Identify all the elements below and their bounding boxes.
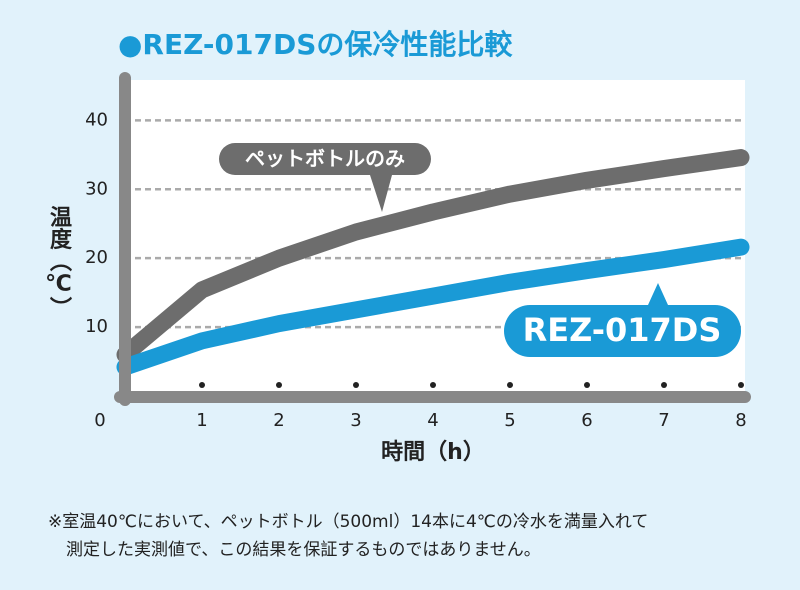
series-label: ペットボトルのみ: [245, 147, 405, 171]
y-tick-label: 10: [85, 316, 108, 337]
x-tick-label: 7: [658, 410, 669, 431]
x-tick-label: 8: [735, 410, 746, 431]
x-tick-label: 2: [273, 410, 284, 431]
series-label: REZ-017DS: [523, 311, 722, 349]
y-tick-label: 30: [85, 178, 108, 199]
y-tick-label: 20: [85, 247, 108, 268]
x-tick-mark: [199, 382, 205, 388]
x-tick-label: 0: [94, 410, 105, 431]
y-axis-label: 温度（℃）: [45, 206, 72, 319]
x-tick-mark: [507, 382, 513, 388]
callout-bubble: [219, 143, 431, 212]
series-line: [116, 149, 750, 364]
x-tick-label: 4: [427, 410, 438, 431]
x-tick-mark: [430, 382, 436, 388]
x-tick-label: 5: [504, 410, 515, 431]
footnote: ※室温40℃において、ペットボトル（500ml）14本に4℃の冷水を満量入れて: [48, 512, 648, 532]
footnote: 測定した実測値で、この結果を保証するものではありません。: [66, 540, 541, 560]
x-tick-label: 1: [196, 410, 207, 431]
x-axis-label: 時間（h）: [381, 440, 485, 465]
chart-title: ●REZ-017DSの保冷性能比較: [118, 28, 513, 61]
callout-bubble: [504, 283, 741, 357]
y-tick-label: 40: [85, 109, 108, 130]
x-tick-label: 3: [350, 410, 361, 431]
x-tick-mark: [661, 382, 667, 388]
series-line: [116, 238, 750, 376]
x-tick-mark: [276, 382, 282, 388]
x-tick-mark: [584, 382, 590, 388]
x-tick-label: 6: [581, 410, 592, 431]
x-tick-mark: [353, 382, 359, 388]
x-tick-mark: [738, 382, 744, 388]
